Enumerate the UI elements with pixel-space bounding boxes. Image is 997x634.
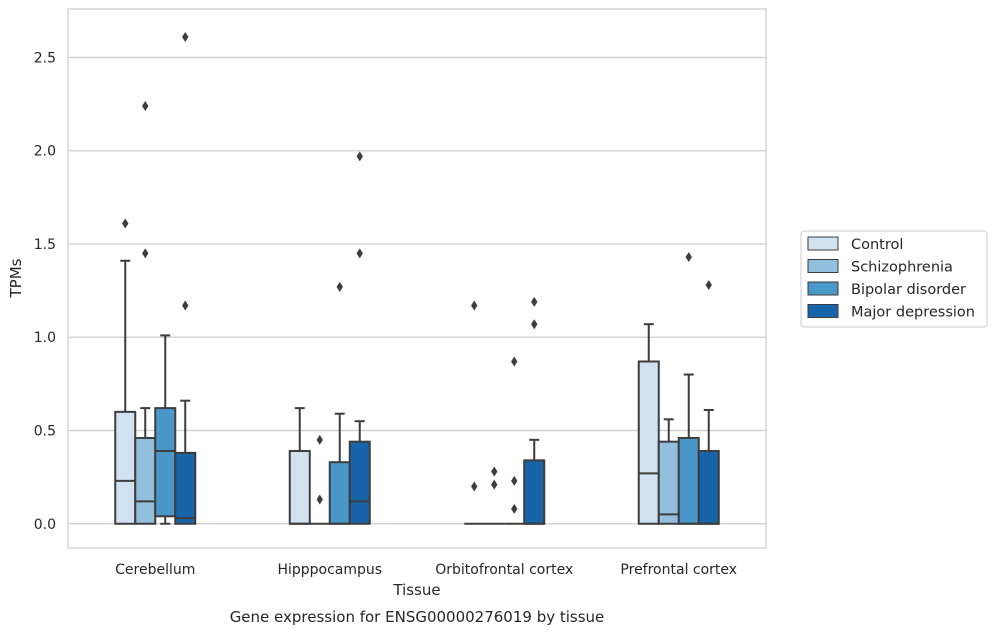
legend: Control Schizophrenia Bipolar disorder Majo… <box>800 230 988 328</box>
legend-swatch <box>807 236 839 251</box>
box <box>288 450 311 525</box>
y-axis-ticks: 0.0 0.5 1.0 1.5 2.0 2.5 <box>34 50 56 532</box>
box-group <box>697 280 720 525</box>
box-group <box>504 356 525 525</box>
x-tick-label: Cerebellum <box>115 562 195 578</box>
box-group <box>348 151 371 525</box>
outlier-point <box>182 300 189 311</box>
legend-swatch <box>807 259 839 273</box>
legend-label: Bipolar disorder <box>851 282 966 298</box>
box-group <box>174 31 197 525</box>
box <box>174 451 197 525</box>
box-group <box>464 300 485 525</box>
outlier-point <box>142 248 149 259</box>
box-group <box>309 434 330 525</box>
y-tick-label: 0.0 <box>34 517 56 533</box>
legend-swatch <box>807 281 839 296</box>
box-group <box>523 296 546 525</box>
outlier-point <box>471 300 478 311</box>
outlier-point <box>511 356 518 367</box>
y-tick-label: 2.5 <box>34 50 56 66</box>
outlier-point <box>685 252 692 263</box>
box <box>697 450 720 525</box>
legend-frame <box>800 230 988 328</box>
box <box>154 407 177 518</box>
box-group <box>288 407 311 525</box>
box-group <box>484 466 505 525</box>
outlier-point <box>336 281 343 292</box>
outlier-point <box>531 319 538 330</box>
legend-swatch <box>807 304 839 318</box>
legend-label: Control <box>851 237 903 253</box>
x-axis-ticks: Cerebellum Hipppocampus Orbitofrontal cort… <box>115 562 737 578</box>
x-tick-label: Hipppocampus <box>277 562 382 578</box>
outlier-point <box>356 248 363 259</box>
outlier-point <box>122 218 129 229</box>
box <box>348 440 371 525</box>
x-tick-label: Prefrontal cortex <box>620 562 737 578</box>
box <box>523 459 546 525</box>
outlier-point <box>316 494 323 505</box>
outlier-point <box>491 466 498 477</box>
outlier-point <box>705 280 712 291</box>
x-tick-label: Orbitofrontal cortex <box>435 562 573 578</box>
box-group <box>677 252 700 525</box>
outlier-point <box>531 296 538 307</box>
y-tick-label: 1.5 <box>34 237 56 253</box>
outlier-point <box>316 434 323 445</box>
outlier-point <box>356 151 363 162</box>
outlier-point <box>511 503 518 514</box>
outlier-point <box>471 481 478 492</box>
outlier-point <box>142 100 149 111</box>
boxes <box>114 31 720 525</box>
x-axis-label: Tissue <box>392 581 440 599</box>
y-tick-label: 2.0 <box>34 144 56 160</box>
box <box>114 410 137 525</box>
box <box>134 436 157 525</box>
box <box>677 436 700 525</box>
outlier-point <box>491 479 498 490</box>
figure-caption: Gene expression for ENSG00000276019 by t… <box>230 608 605 626</box>
legend-label: Schizophrenia <box>851 260 953 276</box>
y-tick-label: 1.0 <box>34 330 56 346</box>
box <box>657 440 680 525</box>
y-tick-label: 0.5 <box>34 424 56 440</box>
outlier-point <box>182 31 189 42</box>
box <box>328 461 351 525</box>
box-group <box>114 218 137 525</box>
box-group <box>134 100 157 525</box>
legend-label: Major depression <box>851 305 975 321</box>
y-axis-label: TPMs <box>7 258 25 298</box>
box-group <box>328 281 351 525</box>
box <box>637 360 660 525</box>
outlier-point <box>511 475 518 486</box>
